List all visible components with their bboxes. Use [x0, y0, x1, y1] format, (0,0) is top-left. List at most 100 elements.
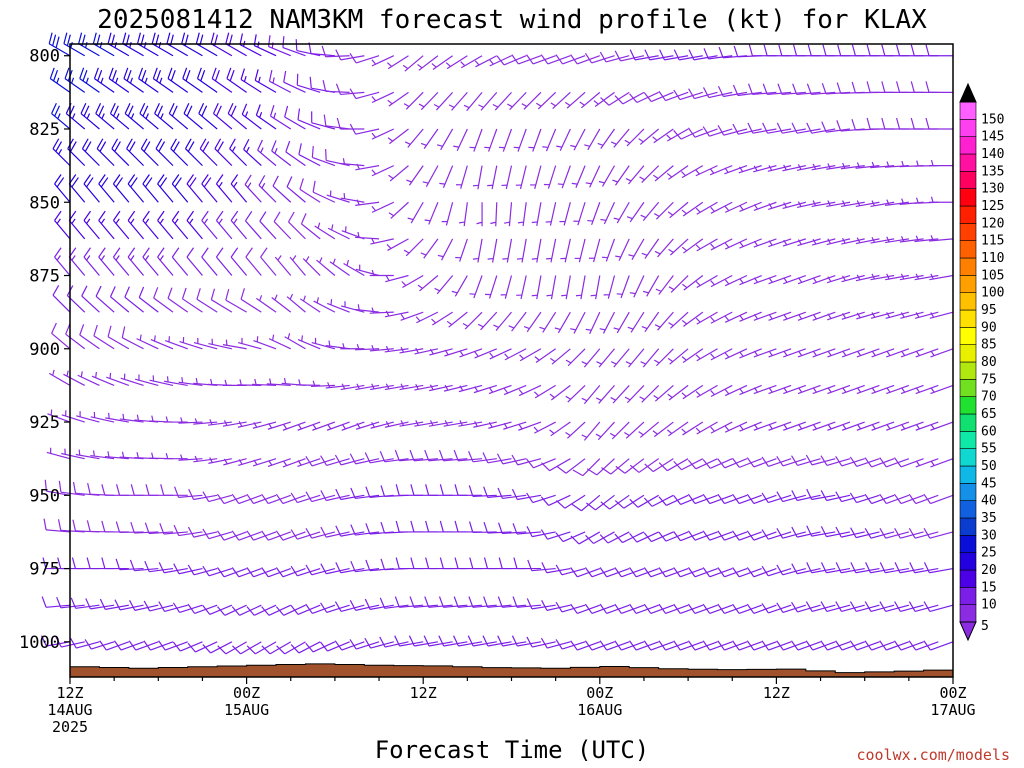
wind-barb: [856, 348, 880, 358]
colorbar-swatch: [959, 101, 977, 120]
barb-staff: [213, 113, 233, 130]
barb-feather: [245, 247, 253, 258]
barb-feather: [187, 564, 195, 576]
wind-barb: [243, 138, 262, 167]
barb-half-feather: [130, 255, 135, 261]
barb-staff: [796, 91, 821, 96]
barb-half-feather: [812, 163, 817, 170]
wind-barb: [746, 457, 777, 468]
barb-half-feather: [371, 307, 375, 314]
wind-barb: [624, 128, 645, 147]
barb-feather: [201, 105, 208, 117]
barb-half-feather: [253, 459, 258, 466]
barb-half-feather: [71, 77, 75, 84]
wind-barb: [488, 384, 512, 395]
wind-barb: [885, 236, 909, 244]
wind-barb: [297, 108, 321, 130]
barb-feather: [748, 44, 753, 56]
wind-barb: [856, 311, 880, 320]
barb-feather: [129, 559, 135, 571]
barb-feather: [425, 557, 430, 569]
wind-barb: [122, 32, 144, 57]
wind-barb: [252, 421, 277, 429]
barb-half-feather: [570, 328, 576, 331]
wind-barb: [511, 635, 542, 647]
barb-staff: [796, 567, 821, 575]
barb-half-feather: [174, 218, 179, 224]
barb-feather: [614, 603, 622, 614]
barb-feather: [196, 288, 201, 300]
wind-barb: [159, 523, 188, 535]
barb-staff: [370, 604, 394, 610]
wind-barb: [585, 165, 601, 188]
barb-half-feather: [316, 297, 319, 304]
barb-feather: [244, 174, 252, 185]
barb-half-feather: [639, 396, 645, 401]
barb-staff: [81, 295, 100, 313]
wind-barb: [710, 201, 733, 214]
barb-half-feather: [459, 350, 464, 356]
wind-barb: [652, 128, 674, 144]
barb-staff: [171, 256, 189, 276]
barb-feather: [227, 102, 234, 114]
wind-barb: [923, 493, 954, 505]
wind-barb: [163, 416, 188, 423]
barb-feather: [629, 532, 638, 543]
barb-feather: [925, 117, 930, 130]
wind-barb: [355, 421, 380, 430]
wind-barb: [791, 490, 821, 502]
barb-feather: [57, 519, 62, 531]
barb-staff: [341, 641, 365, 651]
wind-barb: [144, 560, 174, 573]
barb-half-feather: [503, 388, 509, 394]
wind-barb: [570, 531, 601, 545]
barb-feather: [78, 32, 83, 44]
wind-barb: [155, 138, 174, 167]
barb-feather: [600, 97, 610, 106]
barb-feather: [56, 596, 62, 609]
barb-feather: [806, 525, 813, 537]
wind-barb: [855, 162, 880, 169]
wind-barb: [150, 335, 174, 350]
barb-staff: [163, 567, 188, 574]
barb-half-feather: [593, 100, 599, 105]
wind-barb: [534, 384, 556, 399]
wind-barb: [487, 165, 498, 190]
barb-feather: [805, 601, 813, 612]
barb-half-feather: [638, 431, 644, 436]
barb-half-feather: [401, 281, 407, 286]
wind-barb: [554, 311, 571, 334]
wind-barb: [154, 102, 174, 130]
barb-staff: [240, 298, 262, 313]
barb-half-feather: [585, 182, 592, 185]
wind-barb: [598, 165, 616, 187]
barb-staff: [472, 458, 497, 463]
wind-barb: [48, 32, 71, 57]
barb-half-feather: [546, 294, 553, 297]
barb-feather: [483, 486, 489, 498]
barb-half-feather: [915, 423, 920, 430]
barb-half-feather: [302, 295, 306, 302]
wind-barb: [240, 288, 262, 313]
wind-barb: [284, 105, 306, 130]
wind-barb: [768, 274, 792, 285]
wind-barb: [681, 238, 704, 254]
wind-barb: [894, 562, 924, 574]
barb-feather: [171, 210, 180, 221]
barb-feather: [202, 605, 211, 615]
barb-feather: [822, 44, 827, 56]
x-tick-label: 00Z: [233, 684, 260, 702]
wind-barb: [624, 384, 645, 404]
barb-feather: [424, 596, 430, 608]
barb-feather: [151, 32, 156, 44]
wind-barb: [127, 210, 145, 240]
wind-barb: [753, 348, 777, 358]
barb-staff: [227, 113, 247, 130]
barb-half-feather: [871, 423, 876, 430]
wind-barb: [215, 174, 233, 203]
wind-barb: [335, 525, 365, 537]
barb-feather: [212, 102, 219, 114]
barb-feather: [215, 174, 224, 185]
barb-feather: [41, 596, 47, 608]
barb-feather: [298, 143, 302, 155]
